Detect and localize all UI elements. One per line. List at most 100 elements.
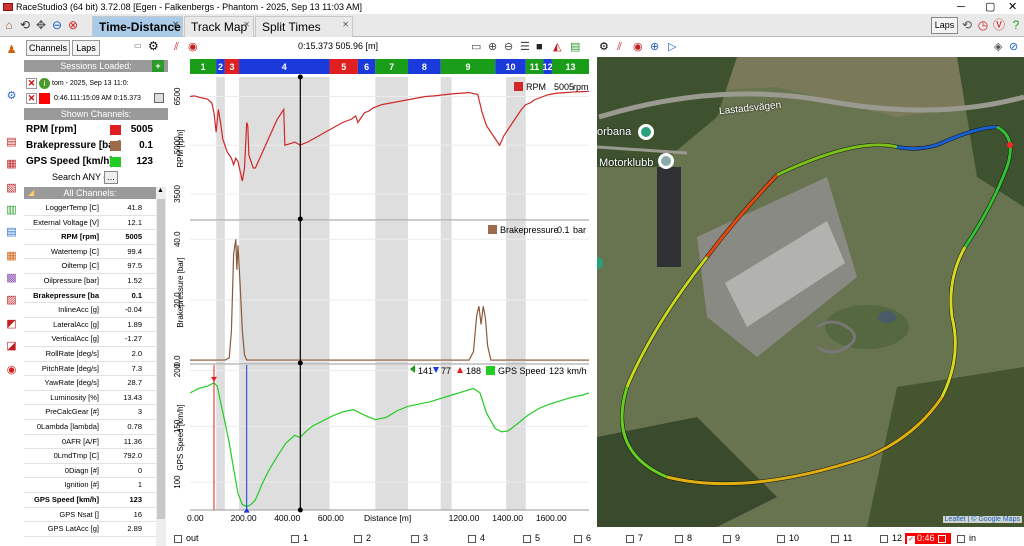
cursor-handle[interactable] bbox=[297, 507, 303, 513]
channel-color-swatch[interactable] bbox=[110, 125, 121, 135]
checkbox-icon[interactable] bbox=[523, 534, 531, 543]
segment-bar[interactable] bbox=[190, 59, 217, 74]
lap-checkbox[interactable]: 2 bbox=[354, 533, 371, 544]
lap-checkbox-in[interactable]: in bbox=[957, 533, 976, 544]
segment-bar[interactable] bbox=[216, 59, 225, 74]
remove-session-icon[interactable]: ✕ bbox=[26, 78, 37, 89]
checkbox-icon[interactable] bbox=[574, 534, 582, 543]
channel-row[interactable]: 0Lambda [lambda] 0.78 bbox=[24, 420, 156, 435]
track-icon[interactable]: ⟲ bbox=[961, 18, 973, 32]
channel-row[interactable]: 0AFR [A/F] 11.36 bbox=[24, 435, 156, 450]
channel-row[interactable]: GPS Nsat [] 16 bbox=[24, 508, 156, 523]
hide-icon[interactable]: ⊘ bbox=[1009, 41, 1019, 53]
table-icon[interactable]: ▤ bbox=[6, 226, 17, 238]
channel-row[interactable]: GPS Speed [km/h] 123 bbox=[24, 493, 156, 508]
segment-bar[interactable] bbox=[224, 59, 240, 74]
tab-track-map[interactable]: Track Map ✕ bbox=[184, 16, 254, 37]
target-icon[interactable]: ◉ bbox=[188, 41, 198, 53]
channel-row[interactable]: GPS LatAcc [g] 2.89 bbox=[24, 522, 156, 537]
checkbox-icon[interactable] bbox=[411, 534, 419, 543]
channel-row[interactable]: InlineAcc [g] -0.04 bbox=[24, 303, 156, 318]
channels-scrollbar[interactable]: ▲ bbox=[156, 187, 166, 546]
lap-checkbox[interactable]: 6 bbox=[574, 533, 591, 544]
add-session-icon[interactable]: + bbox=[152, 60, 164, 72]
channel-row[interactable]: RollRate [deg/s] 2.0 bbox=[24, 347, 156, 362]
zoom-in-icon[interactable]: ⊕ bbox=[488, 41, 498, 53]
segment-bar[interactable] bbox=[495, 59, 526, 74]
channel-row[interactable]: External Voltage [V] 12.1 bbox=[24, 216, 156, 231]
map-attribution[interactable]: Leaflet | © Google Maps bbox=[942, 516, 1022, 523]
session-options-icon[interactable] bbox=[154, 93, 164, 103]
segment-bar[interactable] bbox=[329, 59, 358, 74]
close-icon[interactable]: ✕ bbox=[1008, 1, 1018, 13]
map-canvas[interactable] bbox=[597, 57, 1024, 527]
segment-bar[interactable] bbox=[357, 59, 376, 74]
gears-icon[interactable]: ⚙ bbox=[6, 90, 17, 102]
laps-button[interactable]: Laps bbox=[931, 17, 958, 34]
sort-icon[interactable]: ◢ bbox=[28, 188, 35, 197]
satellite-map[interactable]: Lastadsvägen Motorklubb orbana Leaflet |… bbox=[597, 57, 1024, 527]
graph-icon[interactable]: ▧ bbox=[6, 182, 17, 194]
lap-checkbox[interactable]: 4 bbox=[468, 533, 485, 544]
shown-channel-brake[interactable]: Brakepressure [bar] 0.1 bbox=[24, 139, 156, 153]
cursor-handle[interactable] bbox=[297, 216, 303, 222]
channel-row[interactable]: Oilpressure [bar] 1.52 bbox=[24, 274, 156, 289]
segment-bar[interactable] bbox=[440, 59, 496, 74]
track-icon[interactable]: ⟲ bbox=[19, 18, 31, 32]
record-icon[interactable]: ◉ bbox=[6, 364, 17, 376]
tab-split-times[interactable]: Split Times Report✕ bbox=[255, 16, 353, 55]
laps-tab-button[interactable]: Laps bbox=[72, 40, 100, 56]
version-icon[interactable]: Ⓥ bbox=[992, 18, 1005, 32]
user-icon[interactable]: ♟ bbox=[6, 44, 17, 56]
keyboard-icon[interactable]: ▭ bbox=[471, 41, 482, 53]
lap-options-icon[interactable] bbox=[937, 534, 946, 543]
play-icon[interactable]: ▷ bbox=[668, 41, 677, 53]
shown-channel-speed[interactable]: GPS Speed [km/h] 123 bbox=[24, 155, 156, 169]
home-icon[interactable]: ⌂ bbox=[5, 18, 13, 32]
segment-bar[interactable] bbox=[543, 59, 552, 74]
grid-icon[interactable]: ▩ bbox=[6, 272, 17, 284]
lap-checkbox[interactable]: 5 bbox=[523, 533, 540, 544]
channel-row[interactable]: RPM [rpm] 5005 bbox=[24, 230, 156, 245]
channels-button[interactable]: Channels bbox=[26, 40, 70, 56]
remove-session-icon[interactable]: ✕ bbox=[26, 93, 37, 104]
session-row[interactable]: ✕ 0:46.111:15:09 AM 0:15.373 bbox=[24, 92, 168, 105]
track-map-panel[interactable]: ⚙ ⫽ ◉ ⊕ ▷ ◈ ⊘ bbox=[597, 37, 1024, 527]
report-icon[interactable]: ▦ bbox=[6, 158, 17, 170]
lap-checkbox[interactable]: 10 bbox=[777, 533, 799, 544]
channel-row[interactable]: Ignition [#] 1 bbox=[24, 478, 156, 493]
list-icon[interactable]: ▦ bbox=[6, 250, 17, 262]
channel-row[interactable]: Luminosity [%] 13.43 bbox=[24, 391, 156, 406]
channel-row[interactable]: 0LmdTmp [C] 792.0 bbox=[24, 449, 156, 464]
puzzle-icon[interactable]: ✥ bbox=[35, 18, 47, 32]
histogram-icon[interactable]: ▨ bbox=[6, 294, 17, 306]
lap-checkbox[interactable]: 12 bbox=[880, 533, 902, 544]
selected-lap[interactable]: ✓ 0:46 bbox=[905, 533, 951, 544]
minus-icon[interactable]: ⊖ bbox=[51, 18, 63, 32]
checkbox-icon[interactable] bbox=[831, 534, 839, 543]
channel-row[interactable]: Brakepressure [ba 0.1 bbox=[24, 289, 156, 304]
checkbox-icon[interactable] bbox=[626, 534, 634, 543]
checkbox-icon[interactable] bbox=[880, 534, 888, 543]
segment-bar[interactable] bbox=[525, 59, 544, 74]
tab-close-icon[interactable]: ✕ bbox=[172, 20, 179, 29]
cursor-handle[interactable] bbox=[297, 360, 303, 366]
channel-row[interactable]: PreCalcGear [#] 3 bbox=[24, 405, 156, 420]
checkbox-icon[interactable] bbox=[174, 534, 182, 543]
target-icon[interactable]: ◉ bbox=[633, 41, 643, 53]
scatter-icon[interactable]: ◩ bbox=[6, 318, 17, 330]
stats-icon[interactable]: ■ bbox=[536, 41, 543, 53]
checked-icon[interactable]: ✓ bbox=[907, 536, 915, 544]
search-button[interactable]: ... bbox=[104, 171, 118, 184]
lap-checkbox[interactable]: 1 bbox=[291, 533, 308, 544]
tab-close-icon[interactable]: ✕ bbox=[342, 20, 349, 29]
session-row[interactable]: ✕ i tom - 2025, Sep 13 11:0: bbox=[24, 77, 168, 90]
lap-checkbox-out[interactable]: out bbox=[174, 533, 199, 544]
segment-bar[interactable] bbox=[551, 59, 589, 74]
lap-checkbox[interactable]: 9 bbox=[723, 533, 740, 544]
checkbox-icon[interactable] bbox=[354, 534, 362, 543]
channel-row[interactable]: Watertemp [C] 99.4 bbox=[24, 245, 156, 260]
split-icon[interactable]: ◪ bbox=[6, 340, 17, 352]
channel-row[interactable]: LoggerTemp [C] 41.8 bbox=[24, 201, 156, 216]
